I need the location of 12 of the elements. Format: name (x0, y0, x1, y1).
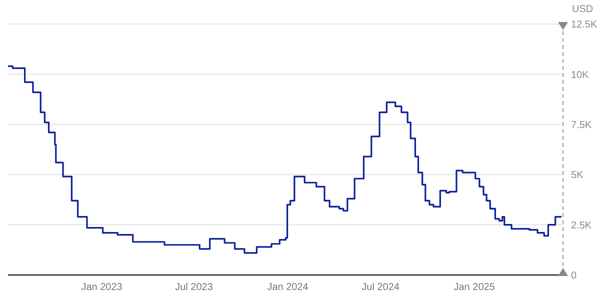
y-tick-label: 5K (571, 170, 584, 182)
x-tick-label: Jul 2023 (175, 282, 214, 294)
x-tick-label: Jan 2024 (267, 282, 309, 294)
y-axis-title: USD (572, 4, 594, 15)
x-tick-label: Jan 2025 (454, 282, 496, 294)
y-tick-label: 2.5K (571, 220, 592, 232)
x-tick-label: Jan 2023 (81, 282, 123, 294)
y-tick-label: 10K (571, 70, 590, 81)
x-tick-label: Jul 2024 (362, 282, 400, 294)
y-tick-label: 12.5K (571, 20, 598, 31)
y-tick-label: 0 (571, 270, 577, 282)
y-tick-label: 7.5K (571, 120, 592, 131)
